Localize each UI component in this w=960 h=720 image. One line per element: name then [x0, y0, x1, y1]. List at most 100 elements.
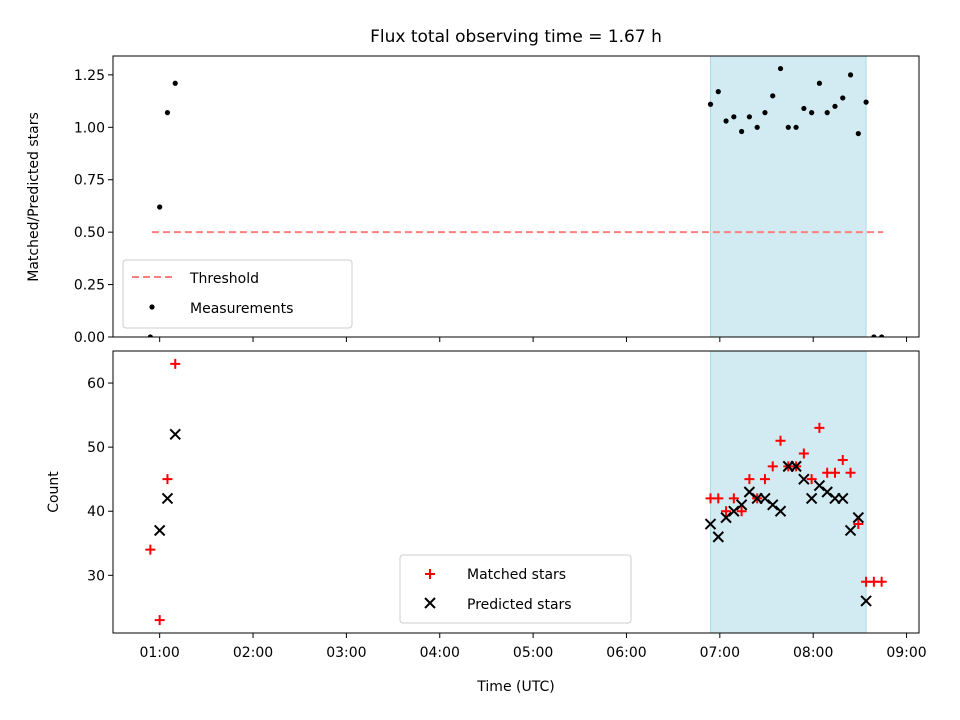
predicted-star-point [790, 460, 802, 473]
legend-matched-label: Matched stars [467, 567, 566, 583]
predicted-star-point [860, 595, 872, 607]
y-tick-label: 0.75 [74, 173, 105, 189]
matched-star-point [736, 506, 747, 517]
matched-star-point [170, 358, 181, 369]
legend-predicted-swatch [424, 597, 436, 609]
measurement-point [739, 128, 745, 135]
measurement-point [147, 334, 153, 337]
x-tick-label: 03:00 [326, 645, 366, 661]
plot-area [147, 65, 885, 337]
y-tick-label: 0.25 [74, 278, 105, 294]
measurement-point [723, 118, 729, 124]
measurement-point [164, 110, 171, 116]
measurement-point [824, 110, 830, 116]
measurement-point [871, 334, 877, 337]
measurement-point [879, 334, 885, 337]
measurement-point [816, 80, 823, 86]
measurement-point [863, 99, 869, 105]
x-tick-label: 06:00 [606, 645, 646, 661]
matched-star-point [759, 474, 770, 485]
measurement-point [855, 130, 861, 137]
predicted-star-point [169, 428, 181, 441]
legend-threshold-label: Threshold [189, 271, 259, 287]
matched-star-point [767, 461, 778, 472]
y-tick-label: 1.25 [74, 68, 105, 84]
axes-frame [112, 350, 920, 634]
matched-star-point [145, 544, 156, 555]
y-tick-label: 0.00 [74, 330, 105, 346]
legend-measurements-swatch [149, 304, 155, 310]
measurement-point [809, 110, 815, 116]
y-tick-label: 50 [87, 440, 105, 456]
shaded-span [709, 350, 867, 634]
y-tick-label: 30 [87, 568, 105, 584]
predicted-star-point [774, 505, 787, 517]
predicted-star-point [852, 511, 865, 524]
matched-star-point [853, 519, 864, 530]
measurement-point [731, 114, 737, 120]
predicted-star-point [704, 518, 717, 530]
x-tick-label: 02:00 [233, 645, 273, 661]
top-y-axis-label: Matched/Predicted stars [26, 112, 42, 282]
matched-star-point [806, 474, 817, 485]
measurement-point [754, 124, 760, 130]
x-tick-label: 09:00 [886, 645, 926, 661]
bottom-panel: 30 40 50 60 01:00 02:00 03:00 04:00 05:00 06:00 07… [87, 350, 927, 661]
predicted-star-point [805, 492, 818, 505]
matched-star-point [814, 422, 825, 433]
x-tick-label: 05:00 [513, 645, 553, 661]
x-tick-label: 04:00 [420, 645, 460, 661]
measurement-point [801, 105, 807, 112]
measurement-point [707, 101, 714, 107]
shaded-span [709, 55, 867, 338]
measurement-point [777, 65, 784, 72]
matched-star-point [876, 576, 887, 587]
matched-star-point [744, 474, 755, 485]
matched-star-point [798, 448, 809, 459]
measurement-point [746, 114, 752, 120]
predicted-star-point [153, 524, 166, 537]
legend-box [399, 554, 632, 624]
x-tick-label: 01:00 [139, 645, 179, 661]
chart-title: Flux total observing time = 1.67 h [370, 27, 662, 47]
measurement-point [847, 72, 854, 78]
measurement-point [762, 110, 768, 116]
x-tick-label: 07:00 [700, 645, 740, 661]
x-tick-label: 08:00 [793, 645, 833, 661]
measurement-point [715, 89, 721, 95]
axes-frame [112, 55, 920, 338]
matched-star-point [829, 467, 840, 478]
legend-top: Threshold Measurements [122, 259, 353, 329]
measurement-point [157, 204, 163, 210]
measurement-point [793, 124, 799, 130]
y-tick-label: 60 [87, 376, 105, 392]
y-tick-label: 1.00 [74, 120, 105, 136]
predicted-star-point [798, 473, 810, 485]
predicted-star-point [837, 492, 849, 505]
y-tick-label: 0.50 [74, 225, 105, 241]
matched-star-point [775, 435, 786, 446]
predicted-star-point [712, 531, 724, 543]
legend-matched-swatch [425, 569, 435, 579]
matched-star-point [162, 474, 173, 485]
legend-bottom: Matched stars Predicted stars [399, 554, 632, 624]
measurement-point [770, 93, 776, 99]
x-axis-label: Time (UTC) [476, 679, 554, 695]
predicted-star-point [844, 524, 857, 537]
legend-predicted-label: Predicted stars [467, 597, 572, 613]
y-tick-label: 40 [87, 504, 105, 520]
matched-star-point [154, 615, 165, 626]
matched-star-point [721, 506, 732, 517]
legend-box [122, 259, 353, 329]
matched-star-point [713, 493, 724, 504]
predicted-star-point [161, 492, 174, 505]
measurement-point [832, 103, 838, 109]
measurement-point [785, 124, 791, 130]
measurement-point [840, 95, 846, 101]
legend-measurements-label: Measurements [190, 301, 293, 317]
matched-star-point [728, 493, 739, 504]
top-panel: 0.00 0.25 0.50 0.75 1.00 1.25 Threshold Measure… [74, 55, 920, 346]
matched-star-point [837, 454, 848, 465]
measurement-point [172, 80, 178, 86]
